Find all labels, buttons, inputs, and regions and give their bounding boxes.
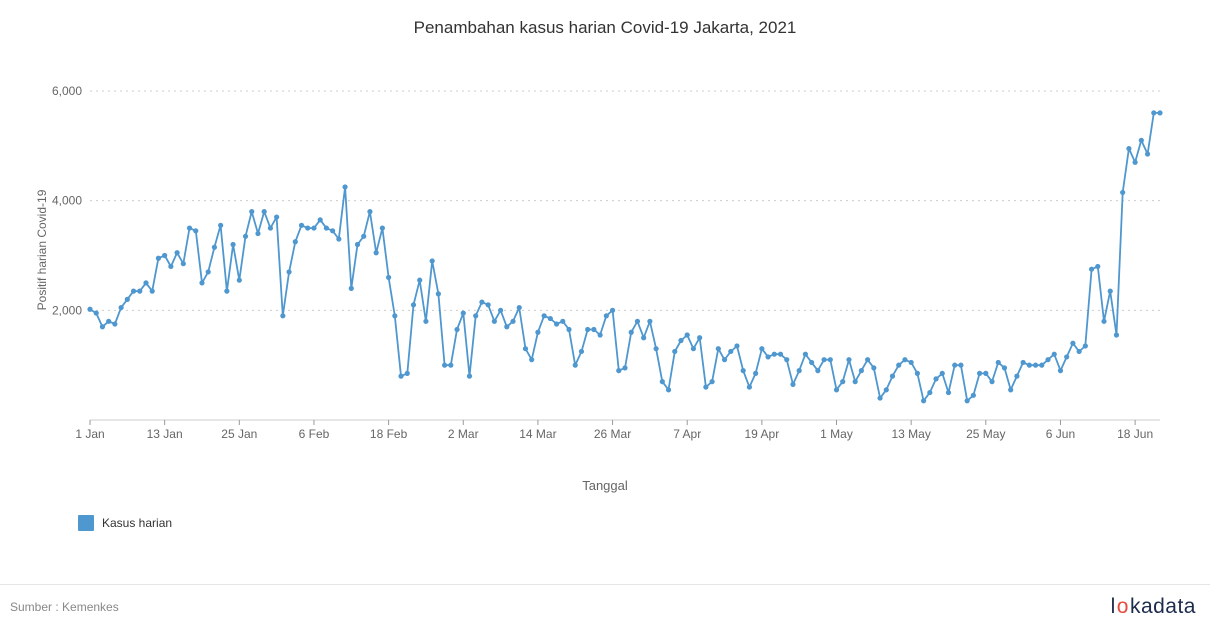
svg-text:19 Apr: 19 Apr <box>745 427 780 441</box>
xaxis-title: Tanggal <box>0 478 1210 493</box>
svg-text:6,000: 6,000 <box>52 84 82 98</box>
line-chart-svg: 2,000 4,000 6,000 Positif harian Covid-19 1 … <box>30 50 1190 460</box>
svg-text:26 Mar: 26 Mar <box>594 427 631 441</box>
svg-text:25 Jan: 25 Jan <box>221 427 257 441</box>
svg-text:14 Mar: 14 Mar <box>519 427 556 441</box>
svg-text:6 Feb: 6 Feb <box>299 427 330 441</box>
svg-text:1 Jan: 1 Jan <box>75 427 104 441</box>
svg-text:13 Jan: 13 Jan <box>147 427 183 441</box>
svg-text:7 Apr: 7 Apr <box>673 427 701 441</box>
source-label: Sumber : Kemenkes <box>10 600 119 614</box>
svg-text:4,000: 4,000 <box>52 194 82 208</box>
svg-text:18 Feb: 18 Feb <box>370 427 408 441</box>
svg-text:18 Jun: 18 Jun <box>1117 427 1153 441</box>
svg-text:2 Mar: 2 Mar <box>448 427 479 441</box>
brand-text-post: kadata <box>1130 595 1196 619</box>
svg-text:6 Jun: 6 Jun <box>1046 427 1075 441</box>
svg-text:2,000: 2,000 <box>52 303 82 317</box>
legend: Kasus harian <box>78 515 172 531</box>
legend-label: Kasus harian <box>102 516 172 530</box>
footer: Sumber : Kemenkes l o kadata <box>0 584 1210 628</box>
brand-text-o: o <box>1117 595 1129 619</box>
svg-text:1 May: 1 May <box>820 427 853 441</box>
chart-title: Penambahan kasus harian Covid-19 Jakarta… <box>0 0 1210 38</box>
brand-logo: l o kadata <box>1111 595 1196 619</box>
svg-text:25 May: 25 May <box>966 427 1005 441</box>
legend-swatch <box>78 515 94 531</box>
brand-text-pre: l <box>1111 595 1116 619</box>
svg-text:13 May: 13 May <box>891 427 930 441</box>
svg-text:Positif harian Covid-19: Positif harian Covid-19 <box>35 189 49 310</box>
chart-plot: 2,000 4,000 6,000 Positif harian Covid-19 1 … <box>30 50 1190 460</box>
